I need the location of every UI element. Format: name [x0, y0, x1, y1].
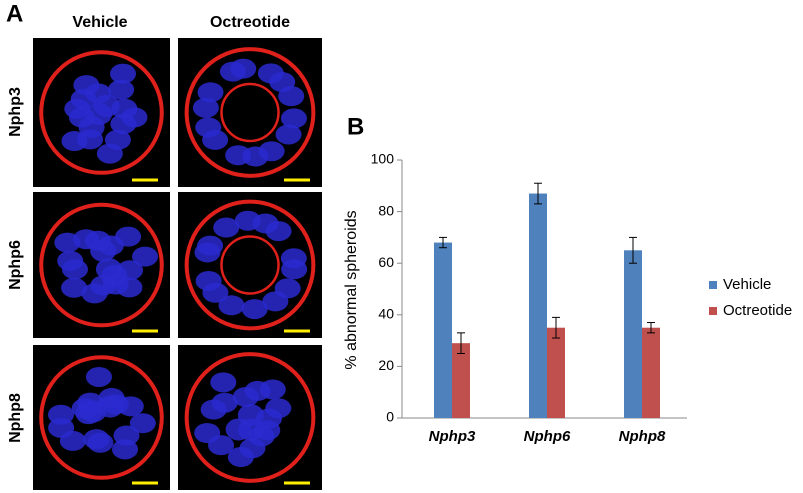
- nucleus: [211, 392, 238, 413]
- nucleus: [265, 398, 292, 419]
- error-bar: [647, 322, 655, 334]
- membrane: [39, 355, 164, 480]
- y-tick-label: 0: [386, 409, 394, 425]
- nucleus: [90, 239, 117, 262]
- panel-label: B: [347, 113, 364, 140]
- y-tick-label: 60: [378, 254, 394, 270]
- x-tick-label: Nphp3: [429, 428, 476, 445]
- error-bar: [629, 236, 637, 264]
- nucleus: [108, 79, 135, 100]
- nucleus: [93, 94, 120, 117]
- bar: [434, 242, 452, 418]
- y-tick-label: 20: [378, 357, 394, 373]
- legend-swatch: [709, 281, 717, 289]
- nucleus: [280, 108, 307, 129]
- nucleus: [227, 447, 254, 468]
- nucleus: [78, 116, 105, 139]
- column-label: Octreotide: [210, 14, 290, 31]
- membrane: [184, 352, 316, 483]
- nucleus: [95, 258, 122, 281]
- nucleus: [218, 295, 245, 316]
- nucleus: [83, 429, 110, 450]
- nucleus: [275, 124, 302, 145]
- nucleus: [195, 270, 222, 291]
- legend-label: Octreotide: [723, 302, 792, 319]
- nucleus: [61, 131, 88, 152]
- error-bar: [457, 332, 465, 354]
- nucleus: [115, 226, 142, 247]
- y-axis-title: % abnormal spheroids: [343, 210, 360, 369]
- nucleus: [213, 217, 240, 238]
- row-label: Nphp8: [7, 393, 24, 443]
- nucleus: [132, 246, 159, 267]
- y-tick-label: 40: [378, 306, 394, 322]
- membrane: [220, 235, 280, 295]
- membrane: [39, 50, 164, 175]
- legend-label: Vehicle: [723, 276, 771, 293]
- bar: [624, 250, 642, 418]
- nucleus: [81, 283, 108, 304]
- bar: [547, 327, 565, 418]
- y-tick-label: 80: [378, 202, 394, 218]
- nucleus: [192, 97, 219, 118]
- nucleus: [265, 221, 292, 242]
- nucleus: [57, 250, 84, 271]
- nucleus: [197, 82, 224, 103]
- bar: [452, 343, 470, 418]
- nucleus: [197, 235, 224, 256]
- nucleus: [110, 63, 137, 84]
- error-bar: [439, 236, 447, 249]
- column-label: Vehicle: [72, 14, 127, 31]
- nucleus: [195, 117, 222, 138]
- nucleus: [230, 58, 257, 79]
- nucleus: [61, 277, 88, 298]
- row-label: Nphp3: [7, 87, 24, 137]
- nucleus: [262, 291, 289, 312]
- nucleus: [129, 413, 156, 434]
- nucleus: [210, 372, 237, 393]
- x-tick-label: Nphp6: [524, 428, 571, 445]
- membrane: [39, 202, 164, 328]
- row-label: Nphp6: [7, 240, 24, 290]
- nucleus: [225, 418, 252, 441]
- x-tick-label: Nphp8: [619, 428, 666, 445]
- nucleus: [117, 396, 144, 417]
- nucleus: [112, 439, 139, 460]
- legend-swatch: [709, 307, 717, 315]
- nucleus: [225, 145, 252, 166]
- nucleus: [96, 143, 123, 164]
- nucleus: [259, 379, 286, 400]
- nucleus: [278, 86, 305, 107]
- nucleus: [241, 299, 268, 320]
- bar: [642, 327, 660, 418]
- membrane: [184, 47, 316, 178]
- error-bar: [534, 182, 542, 205]
- nucleus: [47, 404, 74, 425]
- membrane: [220, 82, 280, 143]
- y-tick-label: 100: [371, 151, 395, 167]
- nucleus: [194, 423, 221, 444]
- nucleus: [97, 395, 124, 418]
- bar: [529, 193, 547, 418]
- nucleus: [110, 113, 137, 134]
- panel-label: A: [6, 0, 23, 27]
- nucleus: [85, 366, 112, 387]
- membrane: [184, 199, 316, 331]
- error-bar: [552, 316, 560, 339]
- nucleus: [280, 248, 307, 269]
